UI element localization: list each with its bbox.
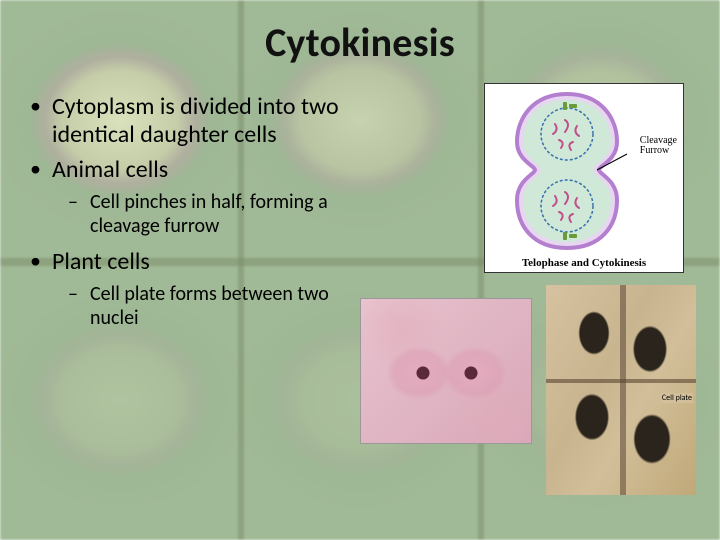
bullet-animal-cells: Animal cells Cell pinches in half, formi… — [46, 156, 348, 238]
slide: Cytokinesis Cytoplasm is divided into tw… — [0, 0, 720, 540]
figure1-caption: Telophase and Cytokinesis — [485, 257, 683, 269]
subbullet-cleavage-furrow: Cell pinches in half, forming a cleavage… — [86, 190, 348, 238]
slide-title: Cytokinesis — [28, 18, 692, 67]
figure-plant-cell-micrograph: Cell plate — [546, 285, 696, 495]
bullet-cytoplasm-divided: Cytoplasm is divided into two identical … — [46, 93, 348, 150]
bullet-list: Cytoplasm is divided into two identical … — [28, 93, 348, 330]
telophase-svg — [497, 88, 637, 253]
label-furrow: Furrow — [640, 145, 669, 156]
image-column: Cleavage Furrow Telophase and Cytokinesi… — [360, 93, 692, 340]
bullet-plant-cells: Plant cells Cell plate forms between two… — [46, 248, 348, 330]
content-columns: Cytoplasm is divided into two identical … — [28, 93, 692, 340]
figure-animal-cell-micrograph — [360, 298, 532, 444]
label-cleavage-furrow: Cleavage Furrow — [640, 136, 677, 156]
figure-telophase-diagram: Cleavage Furrow Telophase and Cytokinesi… — [484, 83, 684, 273]
bullet-animal-cells-label: Animal cells — [52, 155, 168, 184]
subbullet-cell-plate: Cell plate forms between two nuclei — [86, 282, 348, 330]
bullet-plant-cells-label: Plant cells — [52, 247, 150, 276]
text-column: Cytoplasm is divided into two identical … — [28, 93, 348, 340]
sub-list-animal: Cell pinches in half, forming a cleavage… — [52, 190, 348, 238]
label-cell-plate: Cell plate — [661, 393, 693, 403]
sub-list-plant: Cell plate forms between two nuclei — [52, 282, 348, 330]
